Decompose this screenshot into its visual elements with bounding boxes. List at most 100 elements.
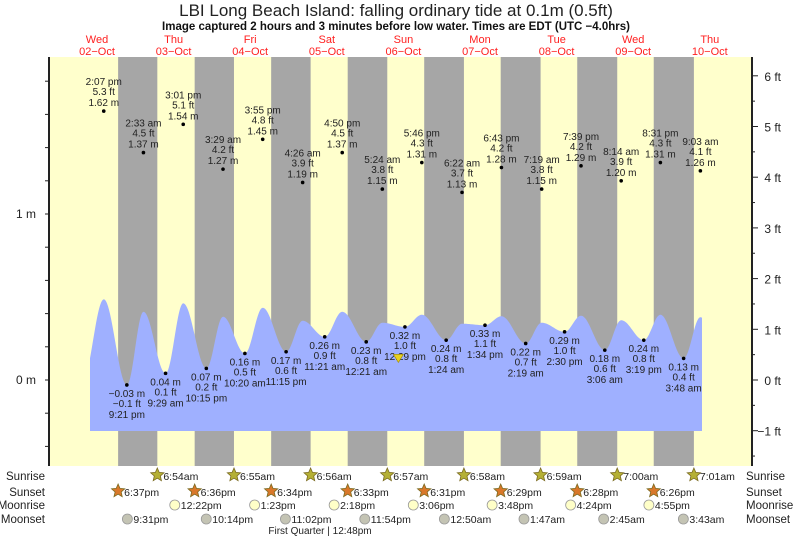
high-tide-point (300, 180, 305, 185)
low-tide-m-label: 0.17 m (271, 356, 302, 367)
high-tide-ft-label: 3.9 ft (610, 157, 632, 168)
moonset-time-label: 12:50am (450, 514, 491, 526)
high-tide-m-label: 1.26 m (685, 158, 716, 169)
moonset-icon (200, 513, 212, 525)
low-tide-m-label: 0.29 m (549, 336, 580, 347)
sunset-row-label: Sunset (9, 487, 46, 499)
sunrise-icon (226, 466, 242, 482)
tide-curve-area (90, 299, 702, 431)
low-tide-ft-label: 0.8 ft (633, 354, 655, 365)
day-date-label: 03−Oct (156, 46, 192, 58)
high-tide-ft-label: 4.3 ft (649, 139, 671, 150)
moonrise-time-label: 3:06pm (419, 500, 454, 512)
low-tide-m-label: 0.07 m (191, 372, 222, 383)
day-name-label: Sun (394, 34, 414, 46)
high-tide-point (141, 150, 146, 155)
moonset-icon (438, 513, 450, 525)
low-tide-point (523, 341, 528, 346)
moonrise-icon (407, 499, 419, 511)
high-tide-m-label: 1.29 m (566, 153, 597, 164)
high-tide-time-label: 7:39 pm (563, 132, 599, 143)
high-tide-m-label: 1.20 m (606, 168, 637, 179)
day-date-label: 02−Oct (79, 46, 115, 58)
high-tide-time-label: 5:24 am (364, 155, 400, 166)
sunset-time-label: 6:28pm (583, 487, 618, 499)
day-name-label: Mon (469, 34, 490, 46)
day-date-label: 04−Oct (232, 46, 268, 58)
moonrise-icon (169, 499, 181, 511)
sunset-time-label: 6:37pm (124, 487, 159, 499)
high-tide-ft-label: 3.7 ft (451, 168, 473, 179)
sunset-icon (416, 482, 432, 498)
high-tide-ft-label: 3.8 ft (531, 165, 553, 176)
high-tide-m-label: 1.45 m (247, 126, 278, 137)
moonset-time-label: 11:02pm (291, 514, 331, 526)
sunset-icon (493, 482, 509, 498)
low-tide-ft-label: 1.0 ft (553, 346, 575, 357)
low-tide-m-label: 0.16 m (230, 357, 261, 368)
sunrise-icon (379, 466, 395, 482)
low-tide-ft-label: 0.7 ft (515, 357, 537, 368)
high-tide-m-label: 1.54 m (168, 111, 199, 122)
high-tide-ft-label: 4.5 ft (331, 129, 353, 140)
day-date-label: 06−Oct (386, 46, 422, 58)
high-tide-m-label: 1.28 m (486, 155, 517, 166)
right-axis-label: 1 ft (764, 323, 781, 337)
low-tide-time-label: 2:19 am (508, 368, 544, 379)
moonset-time-label: 9:31pm (133, 514, 168, 526)
sunset-row-label-right: Sunset (746, 487, 783, 499)
right-axis-label: 6 ft (764, 70, 781, 84)
sunrise-time-label: 6:59am (547, 471, 582, 483)
right-axis-label: 4 ft (764, 171, 781, 185)
low-tide-m-label: 0.26 m (309, 341, 340, 352)
high-tide-time-label: 4:26 am (285, 148, 321, 159)
chart-title: LBI Long Beach Island: falling ordinary … (179, 1, 613, 20)
low-tide-time-label: 2:30 pm (547, 357, 583, 368)
low-tide-time-label: 3:48 am (666, 383, 702, 394)
sunrise-time-label: 6:56am (317, 471, 352, 483)
low-tide-m-label: 0.23 m (351, 346, 382, 357)
sunrise-time-label: 6:55am (240, 471, 275, 483)
low-tide-point (204, 366, 209, 371)
day-name-label: Tue (547, 34, 566, 46)
moonrise-icon (249, 499, 261, 511)
moonset-time-label: 11:54pm (371, 514, 411, 526)
low-tide-ft-label: −0.1 ft (113, 399, 141, 410)
low-tide-time-label: 9:29 am (147, 398, 183, 409)
low-tide-point (322, 335, 327, 339)
low-tide-point (163, 371, 168, 376)
low-tide-point (125, 383, 129, 387)
right-axis-label: −1 ft (757, 425, 781, 439)
moonrise-row-label-right: Moonrise (746, 500, 793, 512)
moonrise-time-label: 2:18pm (340, 500, 375, 512)
sunset-icon (340, 482, 356, 498)
low-tide-point (483, 323, 487, 328)
low-tide-point (444, 338, 448, 342)
high-tide-point (698, 169, 703, 173)
high-tide-time-label: 6:43 pm (483, 134, 519, 145)
moonset-icon (280, 513, 291, 525)
moonrise-row-label: Moonrise (0, 500, 45, 512)
high-tide-time-label: 8:14 am (603, 147, 639, 158)
low-tide-ft-label: 0.4 ft (673, 372, 695, 383)
high-tide-point (101, 109, 106, 113)
low-tide-ft-label: 0.8 ft (355, 356, 377, 367)
moonrise-time-label: 12:22pm (181, 500, 222, 512)
low-tide-point (243, 351, 247, 356)
sunset-time-label: 6:26pm (660, 487, 695, 499)
high-tide-time-label: 3:29 am (205, 135, 241, 146)
moonset-icon (518, 513, 530, 525)
moonrise-icon (486, 499, 498, 511)
sunset-icon (646, 482, 662, 498)
sunrise-icon (532, 466, 549, 482)
high-tide-point (460, 190, 464, 195)
moon-phase-label: First Quarter | 12:48pm (268, 526, 371, 537)
moonrise-icon (565, 499, 577, 511)
high-tide-time-label: 2:33 am (125, 119, 161, 130)
sunrise-icon (149, 466, 165, 482)
high-tide-ft-label: 4.3 ft (411, 139, 433, 150)
moonset-icon (677, 513, 689, 525)
high-tide-point (579, 164, 583, 168)
high-tide-m-label: 1.31 m (645, 150, 676, 161)
high-tide-time-label: 3:55 pm (245, 105, 281, 116)
